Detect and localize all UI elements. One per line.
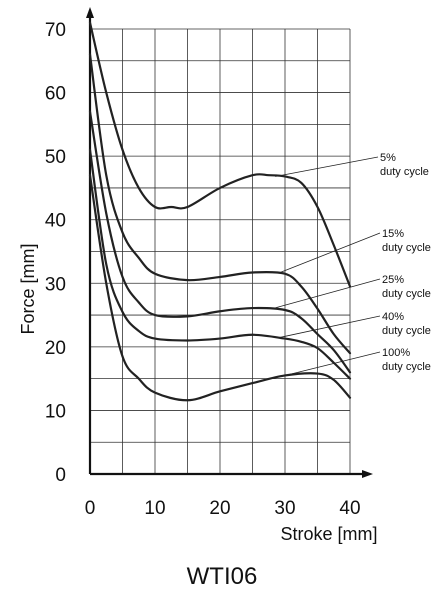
series-label-25pct: 25% [382, 274, 404, 286]
series-leader-25pct [271, 278, 381, 310]
series-sublabel-40pct: duty cycle [382, 325, 431, 337]
series-sublabel-100pct: duty cycle [382, 361, 431, 373]
chart-title: WTI06 [187, 563, 258, 590]
series-line-25pct [88, 110, 352, 374]
series-leader-5pct [275, 156, 379, 177]
grid-layer [90, 28, 351, 474]
x-axis-label: Stroke [mm] [280, 524, 377, 544]
axis-layer [86, 7, 373, 478]
series-label-5pct: 5% [380, 152, 396, 164]
x-tick-label-40: 40 [339, 498, 360, 519]
series-line-5pct [88, 21, 352, 288]
series-line-40pct [88, 148, 352, 380]
x-tick-label-10: 10 [144, 498, 165, 519]
series-sublabel-5pct: duty cycle [380, 166, 429, 178]
series-layer [88, 21, 352, 402]
series-sublabel-15pct: duty cycle [382, 242, 431, 254]
series-leader-15pct [278, 232, 381, 274]
series-line-100pct [88, 174, 352, 402]
text-layer: 0 10 20 30 40 50 60 70 0 10 20 30 40 5% duty cycle 15% d… [45, 20, 431, 519]
y-tick-label-30: 30 [45, 274, 66, 295]
x-tick-label-0: 0 [85, 498, 96, 519]
leader-layer [271, 156, 381, 376]
x-axis-arrow [362, 470, 373, 478]
y-tick-label-60: 60 [45, 84, 66, 105]
y-axis-label: Force [mm] [18, 243, 38, 334]
series-line-15pct [88, 53, 352, 355]
series-label-40pct: 40% [382, 311, 404, 323]
y-tick-label-10: 10 [45, 401, 66, 422]
y-tick-label-40: 40 [45, 211, 66, 232]
series-leader-100pct [284, 351, 381, 376]
x-tick-label-20: 20 [209, 498, 230, 519]
y-tick-label-0: 0 [55, 465, 66, 486]
y-tick-label-50: 50 [45, 147, 66, 168]
series-leader-40pct [280, 315, 381, 338]
y-tick-label-20: 20 [45, 338, 66, 359]
series-sublabel-25pct: duty cycle [382, 288, 431, 300]
y-axis-arrow [86, 7, 94, 18]
series-label-15pct: 15% [382, 228, 404, 240]
y-tick-label-70: 70 [45, 20, 66, 41]
series-label-100pct: 100% [382, 347, 410, 359]
x-tick-label-30: 30 [274, 498, 295, 519]
